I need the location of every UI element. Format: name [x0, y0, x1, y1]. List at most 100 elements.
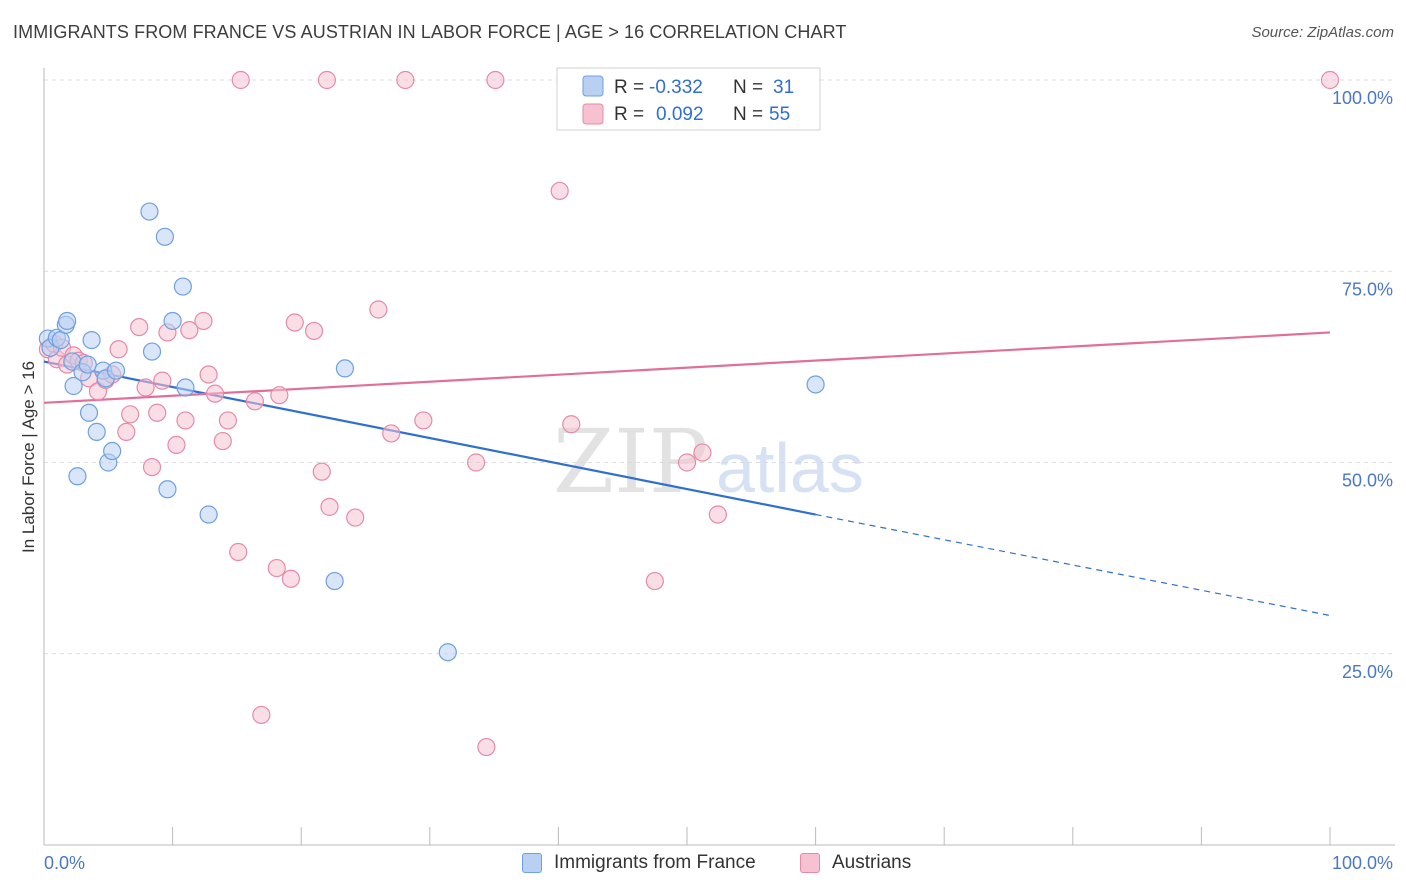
austrians-point-50 [562, 415, 581, 434]
austrians-point-53 [693, 443, 712, 462]
austrians-point-15 [130, 317, 149, 337]
austrians-point-47 [477, 737, 496, 757]
austrians-point-12 [109, 340, 128, 359]
austrians-point-37 [304, 321, 324, 341]
france-point-12 [82, 331, 101, 350]
france-point-11 [79, 403, 99, 422]
france-point-24 [173, 277, 192, 296]
austrians-point-52 [677, 453, 697, 472]
france-point-29 [438, 643, 457, 662]
austrians-point-28 [218, 411, 237, 430]
bottom-legend-label-france: Immigrants from France [554, 852, 756, 873]
austrians-point-46 [466, 453, 486, 472]
austrians-point-38 [312, 462, 331, 481]
y-tick-labels: 25.0% 50.0% 75.0% 100.0% [1332, 88, 1393, 682]
bottom-legend: Immigrants from France Austrians [0, 850, 1406, 880]
y-tick-label-0: 25.0% [1342, 662, 1393, 682]
austrians-point-16 [136, 378, 155, 397]
legend-r-value-france: -0.332 [649, 77, 703, 98]
austrians-point-26 [205, 384, 225, 403]
x-tick-label-1: 100.0% [1332, 853, 1393, 873]
austrians-point-22 [176, 411, 195, 430]
austrians-point-13 [117, 422, 136, 441]
austrians-point-25 [199, 365, 218, 384]
austrians-point-51 [645, 571, 664, 591]
legend-r-value-austrians: 0.092 [656, 104, 704, 125]
legend-r-label-austrians: R = [614, 104, 644, 125]
austrians-point-54 [708, 505, 727, 524]
austrians-point-40 [317, 70, 337, 90]
france-point-13 [87, 422, 106, 441]
austrians-point-32 [252, 705, 271, 725]
y-tick-label-2: 75.0% [1342, 279, 1393, 299]
france-point-7 [64, 376, 83, 396]
austrians-point-18 [148, 403, 167, 422]
france-point-17 [103, 441, 122, 461]
austrians-point-45 [414, 411, 433, 430]
france-point-3 [51, 331, 70, 350]
watermark-atlas: atlas [716, 429, 864, 507]
austrians-point-42 [369, 300, 388, 319]
austrians-point-36 [285, 313, 304, 332]
france-point-25 [176, 378, 195, 397]
y-axis-label: In Labor Force | Age > 16 [19, 361, 38, 553]
france-point-21 [155, 227, 174, 246]
france-point-30 [806, 375, 825, 394]
legend-n-value-france: 31 [773, 77, 794, 98]
austrians-trend-line [43, 331, 1331, 404]
data-points [38, 70, 1340, 757]
legend-n-label-france: N = [733, 77, 763, 98]
x-tick-label-0: 0.0% [44, 853, 85, 873]
stats-legend: R = -0.332 N = 31 R = 0.092 N = 55 [556, 67, 821, 131]
austrians-point-27 [213, 431, 232, 451]
france-trend-line-extension [815, 513, 1331, 617]
legend-swatch-france [582, 75, 604, 97]
austrians-point-30 [231, 70, 250, 90]
austrians-point-35 [281, 569, 301, 588]
france-point-27 [325, 571, 344, 591]
austrians-point-21 [167, 435, 186, 455]
austrians-point-23 [180, 321, 199, 340]
austrians-point-14 [121, 405, 140, 424]
austrians-point-48 [486, 70, 505, 90]
legend-swatch-austrians [582, 103, 604, 125]
legend-n-value-austrians: 55 [769, 104, 790, 125]
france-point-8 [68, 467, 87, 486]
france-point-5 [58, 311, 77, 331]
austrians-point-34 [270, 386, 289, 405]
bottom-legend-swatch-france [522, 853, 542, 873]
france-trend-line [43, 360, 816, 516]
france-point-18 [106, 361, 126, 380]
austrians-point-39 [320, 497, 339, 516]
france-point-22 [158, 480, 177, 499]
chart-title: IMMIGRANTS FROM FRANCE VS AUSTRIAN IN LA… [13, 22, 847, 42]
x-tick-labels: 0.0% 100.0% [44, 853, 1393, 873]
trend-lines [43, 331, 1331, 617]
france-point-20 [142, 342, 162, 361]
austrians-point-17 [142, 457, 162, 477]
austrians-point-33 [267, 558, 286, 578]
bottom-legend-austrians: Austrians [800, 852, 911, 874]
austrians-point-55 [1320, 70, 1340, 90]
axes [43, 68, 1395, 846]
legend-r-label-france: R = [614, 77, 644, 98]
austrians-point-49 [550, 181, 569, 201]
y-tick-label-3: 100.0% [1332, 88, 1393, 108]
bottom-legend-swatch-austrians [800, 853, 820, 873]
source-label: Source: ZipAtlas.com [1251, 24, 1394, 41]
france-point-10 [78, 355, 97, 374]
austrians-point-31 [245, 392, 265, 411]
austrians-point-43 [382, 424, 401, 443]
legend-n-label-austrians: N = [733, 104, 763, 125]
france-point-26 [199, 505, 218, 524]
bottom-legend-france: Immigrants from France [522, 852, 756, 874]
austrians-point-24 [194, 311, 213, 331]
bottom-legend-label-austrians: Austrians [832, 852, 912, 873]
france-point-23 [163, 311, 182, 331]
austrians-point-29 [229, 542, 248, 562]
watermark: ZIP atlas [553, 410, 864, 513]
y-tick-label-1: 50.0% [1342, 471, 1393, 491]
france-point-19 [140, 202, 159, 221]
austrians-point-41 [346, 508, 365, 527]
